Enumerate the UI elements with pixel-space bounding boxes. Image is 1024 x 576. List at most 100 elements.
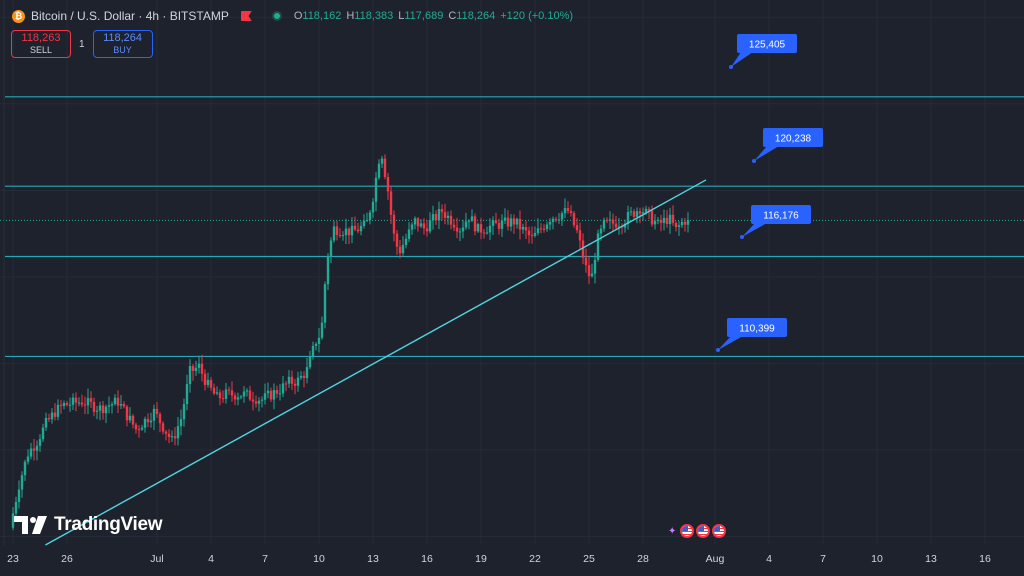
candle[interactable] — [479, 217, 483, 240]
candle[interactable] — [275, 385, 279, 398]
candle[interactable] — [401, 236, 405, 256]
candle[interactable] — [440, 204, 444, 221]
candle[interactable] — [350, 217, 354, 244]
candle[interactable] — [89, 391, 93, 409]
candle[interactable] — [194, 360, 198, 376]
candle[interactable] — [59, 399, 63, 414]
candle[interactable] — [548, 218, 552, 231]
buy-button[interactable]: 118,264 BUY — [92, 30, 153, 58]
candle[interactable] — [560, 211, 564, 227]
candle[interactable] — [281, 375, 285, 398]
candle[interactable] — [137, 425, 141, 438]
candle[interactable] — [659, 214, 663, 232]
candle[interactable] — [83, 396, 87, 415]
candle[interactable] — [551, 216, 555, 230]
candle[interactable] — [296, 371, 300, 392]
candle[interactable] — [155, 401, 159, 418]
candle[interactable] — [410, 222, 414, 235]
candle[interactable] — [518, 210, 522, 240]
candle[interactable] — [206, 372, 210, 388]
candle[interactable] — [665, 210, 669, 228]
candle[interactable] — [218, 389, 222, 406]
candle[interactable] — [71, 393, 75, 410]
candle[interactable] — [134, 422, 138, 434]
candle[interactable] — [314, 342, 318, 351]
candle[interactable] — [131, 414, 135, 429]
candle[interactable] — [482, 228, 486, 239]
level-label[interactable]: 125,405 — [729, 34, 797, 69]
candle[interactable] — [443, 203, 447, 225]
candle[interactable] — [68, 397, 72, 412]
candle[interactable] — [278, 384, 282, 401]
level-label[interactable]: 116,176 — [740, 205, 811, 239]
candle[interactable] — [290, 370, 294, 391]
candle[interactable] — [623, 219, 627, 233]
candle[interactable] — [572, 211, 576, 228]
candle[interactable] — [17, 480, 21, 509]
candle[interactable] — [284, 380, 288, 392]
candle[interactable] — [638, 207, 642, 224]
candle[interactable] — [236, 392, 240, 406]
candle[interactable] — [347, 227, 351, 244]
candle[interactable] — [575, 218, 579, 234]
candle[interactable] — [530, 226, 534, 244]
candle[interactable] — [305, 357, 309, 384]
candle[interactable] — [506, 210, 510, 231]
candle[interactable] — [146, 413, 150, 428]
candle[interactable] — [491, 216, 495, 235]
candle[interactable] — [455, 217, 459, 239]
candle[interactable] — [569, 205, 573, 217]
level-label[interactable]: 110,399 — [716, 318, 787, 352]
candle[interactable] — [404, 233, 408, 249]
candle[interactable] — [308, 350, 312, 370]
candle[interactable] — [11, 507, 15, 531]
candle[interactable] — [224, 382, 228, 404]
candle[interactable] — [524, 220, 528, 239]
candle[interactable] — [584, 248, 588, 273]
candle[interactable] — [170, 430, 174, 443]
candle[interactable] — [509, 214, 513, 232]
candle[interactable] — [182, 398, 186, 427]
candle[interactable] — [590, 263, 594, 278]
candle[interactable] — [533, 226, 537, 238]
candle[interactable] — [395, 230, 399, 255]
candle[interactable] — [671, 205, 675, 226]
candle[interactable] — [20, 471, 24, 498]
candle[interactable] — [359, 221, 363, 236]
candle[interactable] — [335, 220, 339, 241]
candle[interactable] — [485, 226, 489, 235]
candle[interactable] — [302, 371, 306, 388]
candle[interactable] — [257, 397, 261, 412]
candle[interactable] — [677, 220, 681, 236]
candle[interactable] — [446, 211, 450, 225]
candle[interactable] — [515, 217, 519, 229]
candle[interactable] — [53, 403, 57, 421]
sell-button[interactable]: 118,263 SELL — [11, 30, 71, 58]
candle[interactable] — [167, 429, 171, 444]
candle[interactable] — [239, 394, 243, 400]
candle[interactable] — [461, 219, 465, 239]
candle[interactable] — [476, 222, 480, 233]
candle[interactable] — [176, 416, 180, 446]
candle[interactable] — [44, 412, 48, 431]
candle[interactable] — [500, 214, 504, 237]
candle[interactable] — [416, 216, 420, 232]
candle[interactable] — [227, 386, 231, 395]
candle[interactable] — [467, 219, 471, 230]
candle[interactable] — [368, 209, 372, 225]
candle[interactable] — [92, 397, 96, 417]
candle[interactable] — [563, 198, 567, 219]
candle[interactable] — [614, 215, 618, 231]
candle[interactable] — [647, 206, 651, 220]
candle[interactable] — [41, 423, 45, 443]
candle[interactable] — [326, 253, 330, 291]
candle[interactable] — [371, 198, 375, 219]
candle[interactable] — [287, 370, 291, 388]
candle[interactable] — [386, 172, 390, 200]
candle[interactable] — [662, 209, 666, 231]
candle[interactable] — [200, 354, 204, 382]
candle[interactable] — [635, 207, 639, 224]
candle[interactable] — [434, 210, 438, 225]
